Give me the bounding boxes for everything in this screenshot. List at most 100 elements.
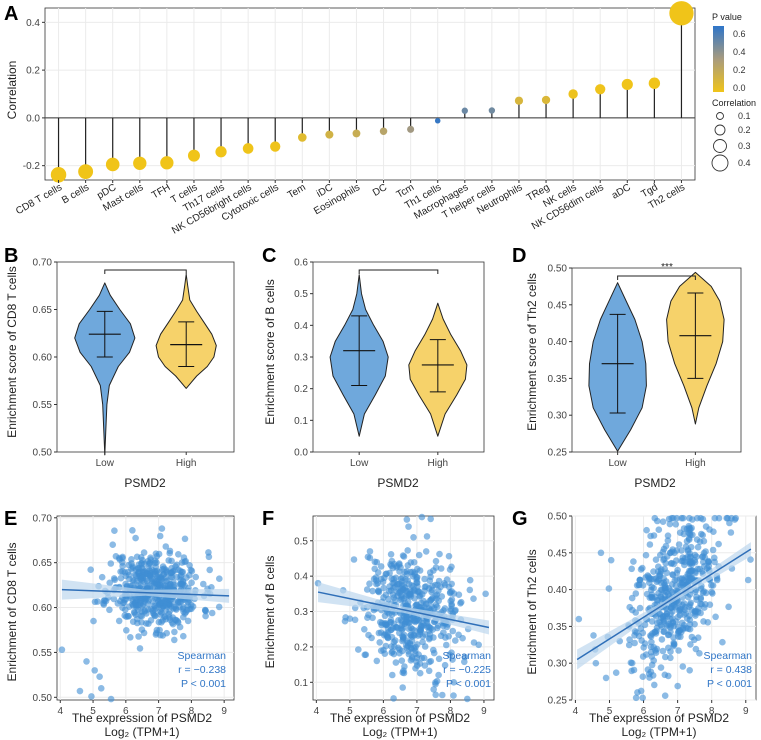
scatter-point xyxy=(430,686,437,693)
scatter-point xyxy=(639,564,646,572)
panel-g-letter: G xyxy=(512,508,528,530)
scatter-point xyxy=(156,532,164,540)
panel-f-xtick-label: 6 xyxy=(381,706,387,717)
panel-c-ytick-label: 0.1 xyxy=(294,416,308,427)
scatter-point xyxy=(661,692,669,699)
scatter-point xyxy=(656,572,664,580)
scatter-point xyxy=(216,575,223,582)
panel-g-xtick-label: 7 xyxy=(675,706,681,717)
scatter-point xyxy=(163,629,170,637)
panel-a-point xyxy=(407,125,415,133)
scatter-point xyxy=(665,672,672,680)
scatter-point xyxy=(426,658,433,666)
scatter-point xyxy=(174,619,182,626)
scatter-point xyxy=(685,603,693,610)
scatter-point xyxy=(686,667,693,674)
scatter-point xyxy=(128,556,135,563)
panel-b-ytick-label: 0.70 xyxy=(33,258,53,269)
scatter-point xyxy=(437,565,445,572)
scatter-point xyxy=(136,573,144,580)
scatter-point xyxy=(123,627,130,634)
legend-size-tick: 0.4 xyxy=(738,158,751,168)
scatter-point xyxy=(670,642,677,650)
panel-c-ylabel: Enrichment score of B cells xyxy=(263,279,277,424)
scatter-point xyxy=(390,695,397,702)
panel-c-category-label: High xyxy=(428,458,449,469)
scatter-point xyxy=(404,547,412,554)
scatter-point xyxy=(369,587,376,595)
scatter-point xyxy=(432,691,440,699)
scatter-point xyxy=(459,634,466,642)
scatter-point xyxy=(416,593,423,600)
scatter-point xyxy=(170,584,178,591)
panel-g-ytick-label: 0.50 xyxy=(548,512,568,523)
panel-c-ytick-label: 0.4 xyxy=(294,321,308,332)
panel-b-category-label: Low xyxy=(96,458,115,469)
scatter-point xyxy=(670,514,677,522)
scatter-point xyxy=(712,613,719,621)
panel-e-scatter-chart: Enrichment of CD8 T cells The expression… xyxy=(5,513,235,739)
scatter-point xyxy=(416,567,424,574)
scatter-point xyxy=(119,604,126,611)
scatter-point xyxy=(102,597,110,605)
scatter-point xyxy=(648,618,656,625)
scatter-point xyxy=(140,629,148,637)
panel-d-ytick-label: 0.40 xyxy=(548,337,568,348)
scatter-point xyxy=(412,665,419,672)
scatter-point xyxy=(702,548,709,555)
scatter-point xyxy=(119,559,126,566)
panel-a-point xyxy=(242,143,254,154)
scatter-point xyxy=(106,579,113,587)
scatter-point xyxy=(133,577,141,585)
scatter-point xyxy=(404,619,411,626)
scatter-point xyxy=(399,552,407,559)
scatter-point xyxy=(377,563,385,570)
panel-g-xtick-label: 8 xyxy=(709,706,715,717)
scatter-point xyxy=(377,647,385,654)
scatter-point xyxy=(628,659,636,667)
scatter-point xyxy=(590,632,597,639)
panel-f-ytick-label: 0.1 xyxy=(294,678,308,689)
scatter-point xyxy=(433,603,441,611)
scatter-point xyxy=(410,559,418,566)
scatter-point xyxy=(676,627,683,634)
panel-g-scatter-chart: Enrichment of Th2 cells The expression o… xyxy=(525,512,757,739)
scatter-point xyxy=(407,631,414,639)
significance-bracket xyxy=(358,269,439,274)
panel-b-ytick-label: 0.60 xyxy=(33,353,53,364)
panel-f-scatter-chart: Enrichment of B cells The expression of … xyxy=(263,513,495,739)
scatter-point xyxy=(693,593,700,601)
scatter-point xyxy=(671,549,678,557)
scatter-point xyxy=(699,589,707,596)
scatter-point xyxy=(361,626,368,633)
scatter-point xyxy=(636,581,643,589)
scatter-point xyxy=(711,558,718,566)
scatter-point xyxy=(390,620,398,627)
scatter-point xyxy=(423,533,431,540)
scatter-point xyxy=(461,658,468,666)
panel-f-ytick-label: 0.5 xyxy=(294,536,308,547)
legend-size-tick: 0.2 xyxy=(738,125,751,135)
scatter-point xyxy=(404,562,412,569)
scatter-point xyxy=(642,551,650,559)
panel-f-stat-r: r = −0.225 xyxy=(443,664,491,676)
scatter-point xyxy=(150,609,157,617)
scatter-point xyxy=(142,620,150,627)
scatter-point xyxy=(639,694,646,702)
scatter-point xyxy=(675,541,683,548)
panel-g-ytick-label: 0.40 xyxy=(548,585,568,596)
scatter-point xyxy=(400,634,407,641)
panel-a-point xyxy=(514,96,524,105)
scatter-point xyxy=(646,674,653,681)
scatter-point xyxy=(90,617,97,625)
panel-b-ytick-label: 0.50 xyxy=(33,448,53,459)
scatter-point xyxy=(372,574,380,581)
scatter-point xyxy=(157,631,164,639)
scatter-point xyxy=(436,550,443,558)
scatter-point xyxy=(135,561,143,568)
panel-a-point xyxy=(621,78,633,91)
legend-pvalue-title: P value xyxy=(712,12,742,22)
panel-f-letter: F xyxy=(262,508,274,530)
scatter-point xyxy=(117,574,125,582)
regression-line xyxy=(61,588,230,597)
